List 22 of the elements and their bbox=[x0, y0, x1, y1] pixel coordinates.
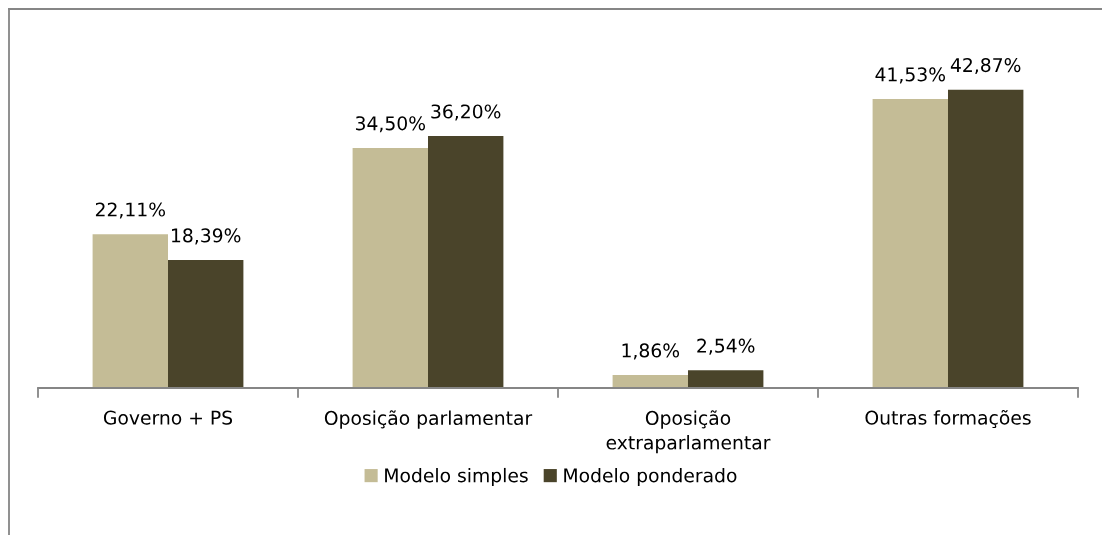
bar bbox=[688, 370, 764, 388]
data-label: 1,86% bbox=[622, 343, 680, 360]
data-label: 22,11% bbox=[95, 202, 166, 219]
bar bbox=[352, 147, 428, 388]
bar bbox=[612, 375, 688, 388]
x-tick-label: Oposição parlamentar bbox=[324, 410, 533, 429]
data-label: 42,87% bbox=[950, 57, 1021, 75]
x-tick-label: Oposição extraparlamentar bbox=[606, 410, 771, 454]
data-label: 36,20% bbox=[431, 104, 501, 121]
data-label: 2,54% bbox=[697, 338, 755, 355]
legend-label: Modelo simples bbox=[385, 467, 528, 487]
bar bbox=[872, 98, 948, 388]
x-tick-label: Outras formações bbox=[865, 409, 1031, 429]
legend-label: Modelo ponderado bbox=[564, 467, 737, 487]
bar bbox=[428, 136, 504, 388]
data-label: 34,50% bbox=[355, 116, 426, 133]
bar bbox=[168, 260, 244, 388]
data-label: 18,39% bbox=[172, 228, 241, 245]
bar bbox=[92, 234, 168, 388]
x-tick-label: Governo + PS bbox=[103, 410, 233, 425]
data-label: 41,53% bbox=[875, 67, 946, 84]
bar bbox=[948, 89, 1024, 388]
